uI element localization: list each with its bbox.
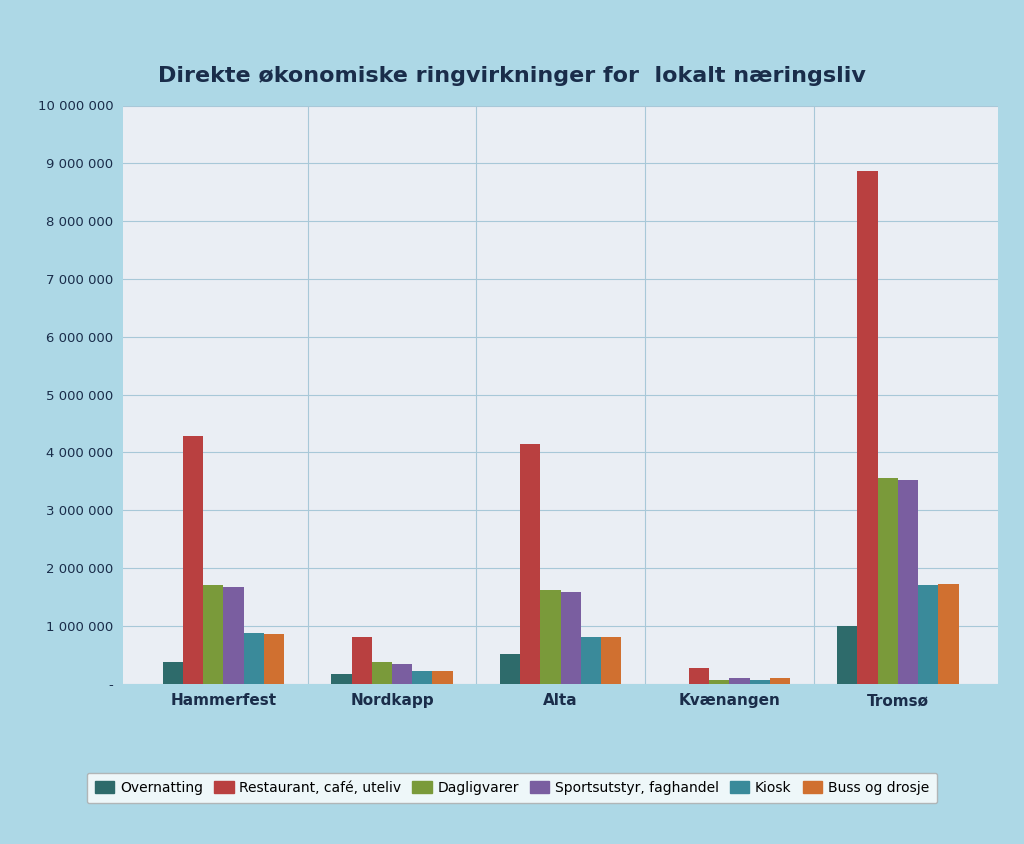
- Bar: [898, 479, 919, 684]
- Bar: [689, 668, 709, 684]
- Bar: [183, 436, 203, 684]
- Bar: [729, 679, 750, 684]
- Bar: [432, 671, 453, 684]
- Bar: [332, 674, 351, 684]
- Bar: [244, 633, 264, 684]
- Bar: [500, 653, 520, 684]
- Bar: [770, 679, 790, 684]
- Bar: [561, 592, 581, 684]
- Bar: [264, 634, 284, 684]
- Bar: [601, 637, 622, 684]
- Bar: [541, 590, 561, 684]
- Bar: [709, 680, 729, 684]
- Bar: [919, 586, 938, 684]
- Bar: [351, 637, 372, 684]
- Bar: [223, 587, 244, 684]
- Text: Direkte økonomiske ringvirkninger for  lokalt næringsliv: Direkte økonomiske ringvirkninger for lo…: [158, 66, 866, 86]
- Bar: [372, 662, 392, 684]
- Bar: [520, 444, 541, 684]
- Bar: [581, 637, 601, 684]
- Bar: [163, 662, 183, 684]
- Bar: [878, 478, 898, 684]
- Bar: [750, 679, 770, 684]
- Bar: [203, 586, 223, 684]
- Legend: Overnatting, Restaurant, café, uteliv, Dagligvarer, Sportsutstyr, faghandel, Kio: Overnatting, Restaurant, café, uteliv, D…: [87, 772, 937, 803]
- Bar: [392, 664, 413, 684]
- Bar: [857, 170, 878, 684]
- Bar: [413, 672, 432, 684]
- Bar: [938, 583, 958, 684]
- Bar: [838, 626, 857, 684]
